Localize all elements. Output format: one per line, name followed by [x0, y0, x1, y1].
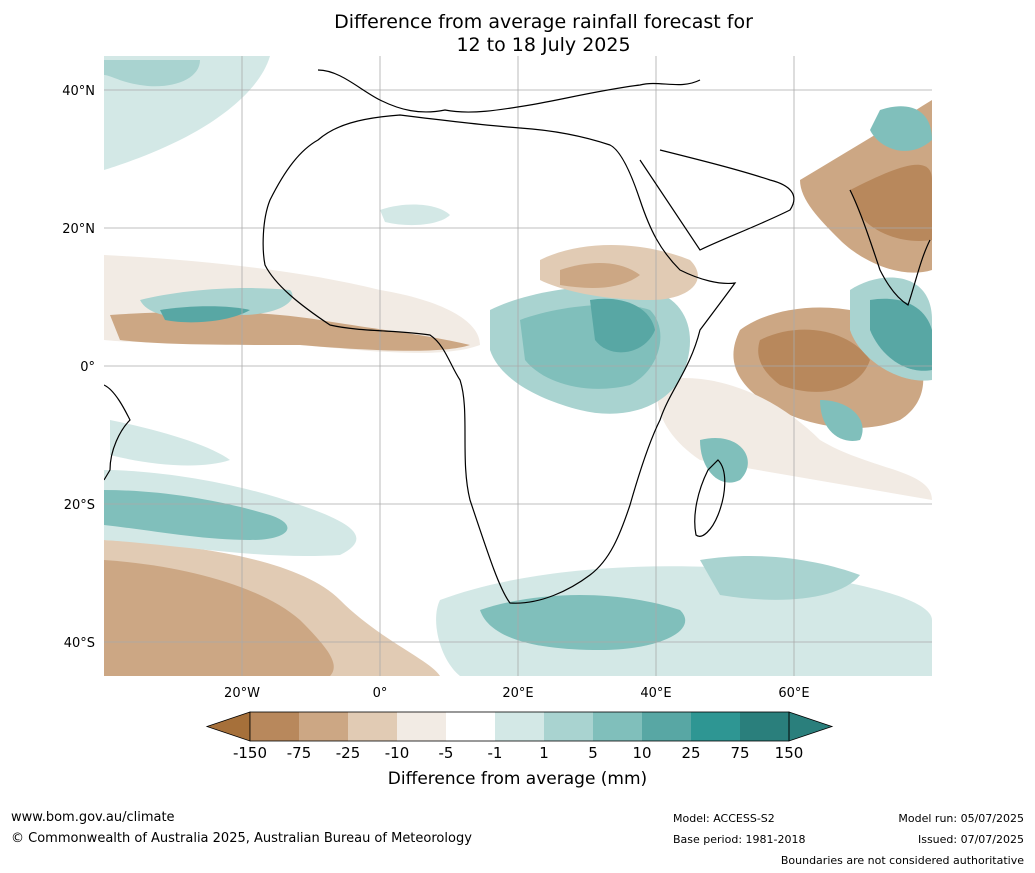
colorbar-segment — [348, 712, 397, 741]
map-axis-labels: 40°N 20°N 0° 20°S 40°S 20°W 0° 20°E 40°E… — [62, 84, 809, 701]
south-america-coastline — [104, 384, 131, 481]
colorbar-tick-label: 150 — [774, 744, 804, 762]
lat-label-20n: 20°N — [62, 222, 95, 237]
colorbar-tick-label: -75 — [286, 744, 312, 762]
colorbar — [205, 711, 834, 742]
map-gridlines — [104, 56, 932, 676]
colorbar-segment — [299, 712, 348, 741]
colorbar-tick-label: -5 — [438, 744, 454, 762]
lat-label-40s: 40°S — [64, 636, 95, 651]
colorbar-segment — [691, 712, 740, 741]
colorbar-extension-high — [788, 711, 834, 742]
lon-label-60e: 60°E — [778, 686, 809, 701]
anomaly-region-sw-atlantic-core — [104, 560, 334, 676]
lon-label-20w: 20°W — [224, 686, 260, 701]
footer-model: Model: ACCESS-S2 — [673, 812, 775, 825]
colorbar-segment — [642, 712, 691, 741]
colorbar-tick-label: -1 — [487, 744, 503, 762]
colorbar-tick-label: -150 — [232, 744, 268, 762]
colorbar-segment — [740, 712, 789, 741]
europe-coastline — [317, 69, 701, 113]
coastlines — [104, 69, 931, 604]
footer-boundaries-note: Boundaries are not considered authoritat… — [780, 854, 1024, 867]
colorbar-tick-label: 25 — [681, 744, 701, 762]
footer-base-period: Base period: 1981-2018 — [673, 833, 806, 846]
footer-issued: Issued: 07/07/2025 — [917, 833, 1024, 846]
chart-title-line-2: 12 to 18 July 2025 — [456, 34, 631, 56]
madagascar-coastline — [694, 459, 726, 537]
colorbar-segment — [446, 712, 495, 741]
colorbar-segment — [250, 712, 299, 741]
india-coastline — [849, 189, 931, 306]
footer-model-run: Model run: 05/07/2025 — [898, 812, 1024, 825]
colorbar-title: Difference from average (mm) — [387, 769, 648, 789]
colorbar-segment — [495, 712, 544, 741]
colorbar-tick-label: -10 — [384, 744, 410, 762]
colorbar-tick-label: 5 — [588, 744, 598, 762]
colorbar-tick-label: 1 — [539, 744, 549, 762]
footer-copyright: © Commonwealth of Australia 2025, Austra… — [11, 831, 472, 846]
colorbar-segment — [544, 712, 593, 741]
colorbar-segment — [593, 712, 642, 741]
footer-url: www.bom.gov.au/climate — [11, 810, 175, 825]
lat-label-40n: 40°N — [62, 84, 95, 99]
arabia-coastline — [639, 149, 795, 251]
colorbar-extension-low — [205, 711, 251, 742]
chart-title-line-1: Difference from average rainfall forecas… — [334, 11, 753, 33]
colorbar-segment — [397, 712, 446, 741]
colorbar-tick-label: 75 — [730, 744, 750, 762]
lon-label-20e: 20°E — [502, 686, 533, 701]
lat-label-20s: 20°S — [64, 498, 95, 513]
colorbar-tick-label: 10 — [632, 744, 652, 762]
lon-label-40e: 40°E — [640, 686, 671, 701]
africa-coastline — [262, 114, 737, 604]
lat-label-0: 0° — [80, 360, 95, 375]
colorbar-outline — [249, 711, 790, 742]
colorbar-tick-label: -25 — [335, 744, 361, 762]
lon-label-0: 0° — [373, 686, 388, 701]
